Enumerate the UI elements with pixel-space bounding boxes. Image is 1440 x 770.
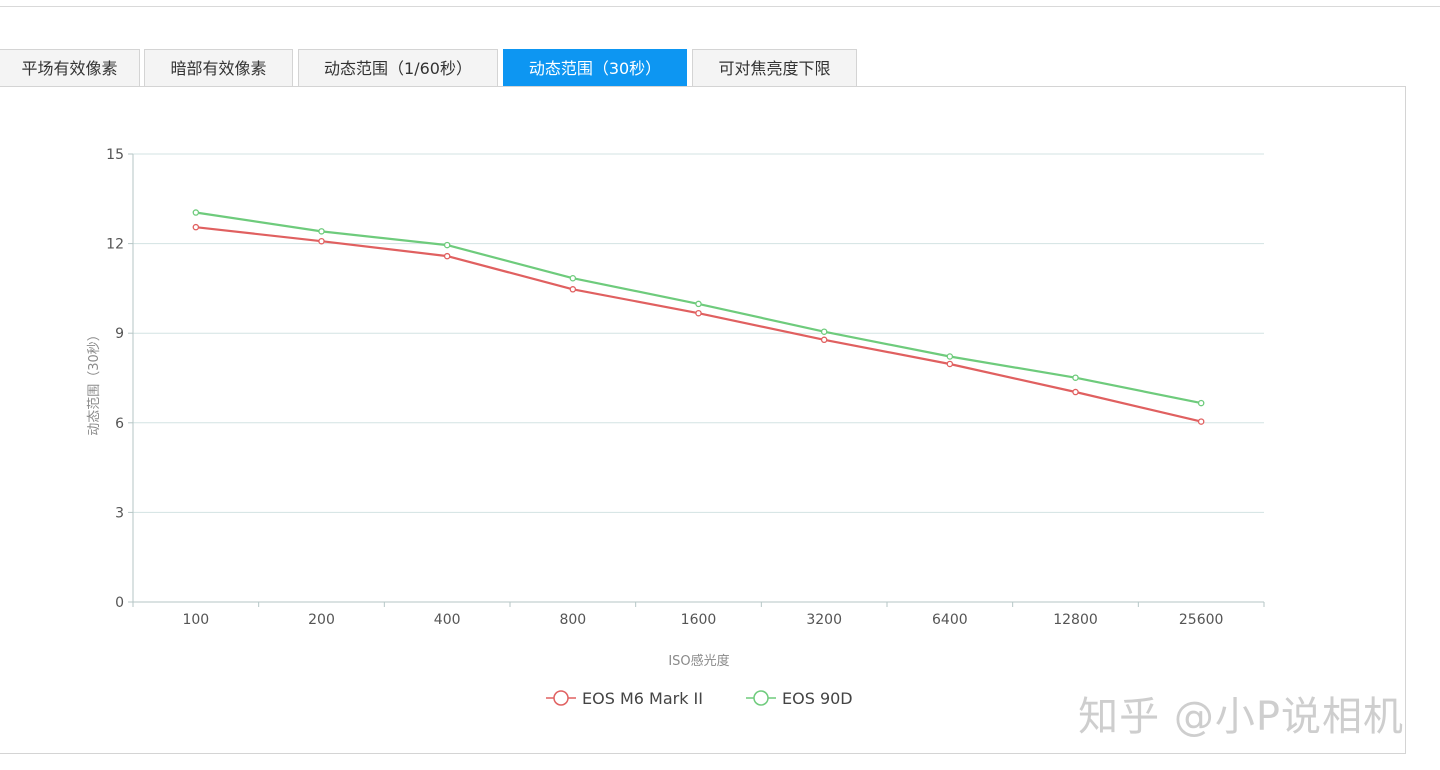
legend-label-0: EOS M6 Mark II [582,689,703,708]
y-tick-label-3: 3 [115,505,124,521]
tab-flat-field-pixels[interactable]: 平场有效像素 [0,49,140,86]
x-tick-label-6400: 6400 [932,612,968,628]
data-point-0-7 [1072,388,1079,396]
legend-marker-1 [753,690,769,706]
data-point-1-4 [695,300,702,308]
series-layer [192,209,1205,425]
data-point-0-4 [695,309,702,317]
data-point-0-3 [569,286,577,293]
data-point-0-8 [1197,418,1205,425]
data-point-1-5 [820,328,828,335]
tab-dark-pixels[interactable]: 暗部有效像素 [144,49,293,86]
top-border [0,0,1440,7]
data-point-1-3 [569,274,577,282]
data-point-1-7 [1072,374,1079,381]
legend: EOS M6 Mark II EOS 90D [546,689,853,708]
x-tick-label-200: 200 [308,612,335,628]
axis-layer: 0 3 6 9 12 15 100 200 400 800 1600 3200 6400 12800 256… [106,147,1265,628]
y-tick-label-12: 12 [106,237,124,253]
series-line-0 [195,226,1202,423]
x-tick-label-100: 100 [182,612,209,628]
tab-dynamic-range-30s[interactable]: 动态范围（30秒） [503,49,687,86]
x-tick-label-1600: 1600 [681,612,717,628]
series-line-1 [195,211,1202,405]
x-tick-label-800: 800 [559,612,586,628]
y-tick-label-9: 9 [115,326,124,342]
legend-label-1: EOS 90D [782,689,853,708]
y-tick-label-6: 6 [115,416,124,432]
legend-marker-0 [553,690,569,706]
data-point-0-6 [946,360,954,368]
data-point-0-5 [820,336,828,344]
tab-dynamic-range-1-60[interactable]: 动态范围（1/60秒） [298,49,498,86]
data-point-1-8 [1197,399,1205,407]
line-chart: 0 3 6 9 12 15 100 200 400 800 1600 3200 6400 12800 256… [87,147,1265,708]
data-point-1-1 [318,228,325,235]
x-axis-title: ISO感光度 [668,653,729,669]
x-tick-label-3200: 3200 [806,612,842,628]
watermark: 知乎 @小P说相机 [1078,694,1404,740]
grid-layer [133,153,1264,513]
tab-bar: 平场有效像素 暗部有效像素 动态范围（1/60秒） 动态范围（30秒） 可对焦亮… [0,49,1440,87]
data-point-1-6 [946,353,954,360]
x-tick-label-400: 400 [434,612,461,628]
data-point-1-0 [192,209,200,216]
x-tick-label-12800: 12800 [1053,612,1098,628]
data-point-1-2 [443,241,451,249]
data-point-0-2 [443,252,451,260]
tab-focus-brightness-limit[interactable]: 可对焦亮度下限 [692,49,857,86]
y-axis-title: 动态范围（30秒） [87,328,102,436]
data-point-0-0 [192,223,200,231]
y-tick-label-15: 15 [106,147,124,163]
data-point-0-1 [318,237,325,245]
y-tick-label-0: 0 [115,595,124,611]
chart-panel: 0 3 6 9 12 15 100 200 400 800 1600 3200 6400 12800 256… [0,86,1406,754]
x-tick-label-25600: 25600 [1179,612,1224,628]
